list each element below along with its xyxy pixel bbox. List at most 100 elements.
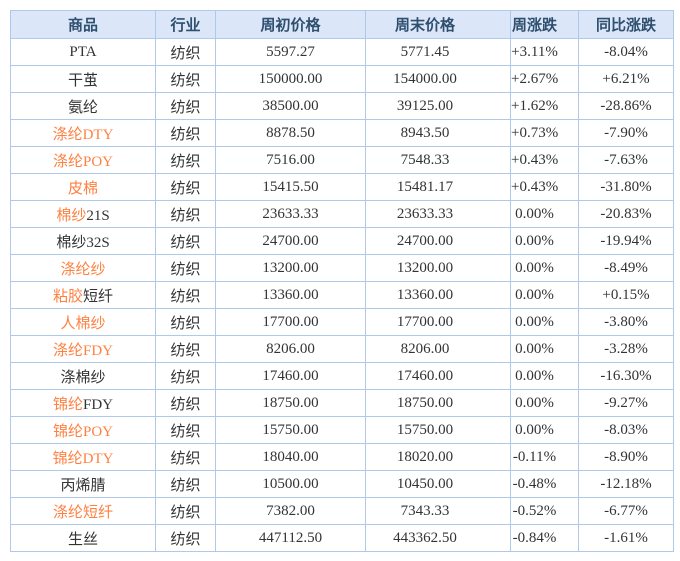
product-cell: 棉纱21S	[10, 200, 156, 228]
table-row: 人棉纱 纺织 17700.00 17700.00 0.00% -3.80%	[10, 308, 674, 336]
yoy-change-cell: -8.49%	[578, 254, 674, 282]
table-row: 生丝 纺织 447112.50 443362.50 -0.84% -1.61%	[10, 524, 674, 552]
week-end-price-cell: 15481.17	[365, 173, 511, 201]
table-row: 涤纶FDY 纺织 8206.00 8206.00 0.00% -3.28%	[10, 335, 674, 363]
product-link[interactable]: 涤纶DTY	[52, 126, 114, 143]
week-end-price-cell: 8206.00	[365, 335, 511, 363]
industry-cell: 纺织	[155, 65, 216, 93]
table-row: 氨纶 纺织 38500.00 39125.00 +1.62% -28.86%	[10, 92, 674, 120]
week-end-price-cell: 13200.00	[365, 254, 511, 282]
yoy-change-cell: -31.80%	[578, 173, 674, 201]
industry-cell: 纺织	[155, 443, 216, 471]
product-label: 生丝	[67, 531, 98, 548]
table-row: 干茧 纺织 150000.00 154000.00 +2.67% +6.21%	[10, 65, 674, 93]
col-header-industry: 行业	[155, 10, 216, 39]
industry-cell: 纺织	[155, 389, 216, 417]
week-start-price-cell: 15415.50	[215, 173, 366, 201]
product-label: 21S	[86, 207, 110, 224]
product-cell: 粘胶短纤	[10, 281, 156, 309]
yoy-change-cell: -1.61%	[578, 524, 674, 552]
yoy-change-cell: -28.86%	[578, 92, 674, 120]
week-change-cell: 0.00%	[510, 389, 579, 417]
table-row: 锦纶FDY 纺织 18750.00 18750.00 0.00% -9.27%	[10, 389, 674, 417]
product-link[interactable]: 人棉纱	[60, 315, 106, 332]
week-end-price-cell: 5771.45	[365, 38, 511, 66]
yoy-change-cell: +0.15%	[578, 281, 674, 309]
week-change-cell: 0.00%	[510, 200, 579, 228]
week-change-cell: 0.00%	[510, 308, 579, 336]
week-end-price-cell: 7548.33	[365, 146, 511, 174]
week-start-price-cell: 13200.00	[215, 254, 366, 282]
week-change-cell: 0.00%	[510, 227, 579, 255]
product-link[interactable]: 锦纶	[52, 396, 83, 413]
yoy-change-cell: -8.03%	[578, 416, 674, 444]
industry-cell: 纺织	[155, 308, 216, 336]
product-link[interactable]: 涤纶FDY	[52, 342, 113, 359]
col-header-product: 商品	[10, 10, 156, 39]
product-cell: 锦纶POY	[10, 416, 156, 444]
col-header-yoy-change: 同比涨跌	[578, 10, 674, 39]
week-change-cell: +0.43%	[510, 146, 579, 174]
week-change-cell: +0.73%	[510, 119, 579, 147]
week-change-cell: 0.00%	[510, 335, 579, 363]
product-link[interactable]: 涤纶纱	[60, 261, 106, 278]
industry-cell: 纺织	[155, 173, 216, 201]
table-row: 锦纶DTY 纺织 18040.00 18020.00 -0.11% -8.90%	[10, 443, 674, 471]
week-change-cell: -0.52%	[510, 497, 579, 525]
industry-cell: 纺织	[155, 92, 216, 120]
product-link[interactable]: 锦纶POY	[52, 423, 113, 440]
product-cell: 涤纶DTY	[10, 119, 156, 147]
yoy-change-cell: -9.27%	[578, 389, 674, 417]
industry-cell: 纺织	[155, 200, 216, 228]
product-cell: 锦纶FDY	[10, 389, 156, 417]
week-change-cell: +0.43%	[510, 173, 579, 201]
table-body: PTA 纺织 5597.27 5771.45 +3.11% -8.04% 干茧 …	[10, 38, 674, 552]
week-end-price-cell: 10450.00	[365, 470, 511, 498]
table-row: 棉纱21S 纺织 23633.33 23633.33 0.00% -20.83%	[10, 200, 674, 228]
product-label: PTA	[69, 43, 97, 60]
week-start-price-cell: 15750.00	[215, 416, 366, 444]
week-change-cell: +2.67%	[510, 65, 579, 93]
week-change-cell: 0.00%	[510, 254, 579, 282]
week-end-price-cell: 13360.00	[365, 281, 511, 309]
product-link[interactable]: 锦纶DTY	[52, 450, 114, 467]
week-start-price-cell: 38500.00	[215, 92, 366, 120]
product-label: 氨纶	[67, 99, 98, 116]
product-link[interactable]: 皮棉	[67, 180, 98, 197]
week-start-price-cell: 7516.00	[215, 146, 366, 174]
week-end-price-cell: 17460.00	[365, 362, 511, 390]
yoy-change-cell: -16.30%	[578, 362, 674, 390]
week-start-price-cell: 8206.00	[215, 335, 366, 363]
product-cell: 生丝	[10, 524, 156, 552]
week-end-price-cell: 154000.00	[365, 65, 511, 93]
week-start-price-cell: 7382.00	[215, 497, 366, 525]
industry-cell: 纺织	[155, 362, 216, 390]
week-start-price-cell: 13360.00	[215, 281, 366, 309]
week-start-price-cell: 447112.50	[215, 524, 366, 552]
table-row: 锦纶POY 纺织 15750.00 15750.00 0.00% -8.03%	[10, 416, 674, 444]
week-end-price-cell: 39125.00	[365, 92, 511, 120]
week-change-cell: -0.11%	[510, 443, 579, 471]
product-label: FDY	[83, 396, 114, 413]
product-link[interactable]: 粘胶	[52, 288, 83, 305]
yoy-change-cell: -20.83%	[578, 200, 674, 228]
product-link[interactable]: 涤纶POY	[52, 153, 113, 170]
week-change-cell: 0.00%	[510, 416, 579, 444]
table-row: 涤纶短纤 纺织 7382.00 7343.33 -0.52% -6.77%	[10, 497, 674, 525]
week-end-price-cell: 24700.00	[365, 227, 511, 255]
yoy-change-cell: -6.77%	[578, 497, 674, 525]
product-link[interactable]: 棉纱	[56, 207, 87, 224]
header-row: 商品 行业 周初价格 周末价格 周涨跌 同比涨跌	[10, 10, 674, 39]
product-link[interactable]: 涤纶短纤	[52, 504, 113, 521]
yoy-change-cell: -19.94%	[578, 227, 674, 255]
table-row: 棉纱32S 纺织 24700.00 24700.00 0.00% -19.94%	[10, 227, 674, 255]
week-end-price-cell: 15750.00	[365, 416, 511, 444]
week-change-cell: +3.11%	[510, 38, 579, 66]
table-row: 粘胶短纤 纺织 13360.00 13360.00 0.00% +0.15%	[10, 281, 674, 309]
table-row: 皮棉 纺织 15415.50 15481.17 +0.43% -31.80%	[10, 173, 674, 201]
week-start-price-cell: 17460.00	[215, 362, 366, 390]
table-row: PTA 纺织 5597.27 5771.45 +3.11% -8.04%	[10, 38, 674, 66]
week-start-price-cell: 18040.00	[215, 443, 366, 471]
week-start-price-cell: 23633.33	[215, 200, 366, 228]
product-cell: 涤纶FDY	[10, 335, 156, 363]
